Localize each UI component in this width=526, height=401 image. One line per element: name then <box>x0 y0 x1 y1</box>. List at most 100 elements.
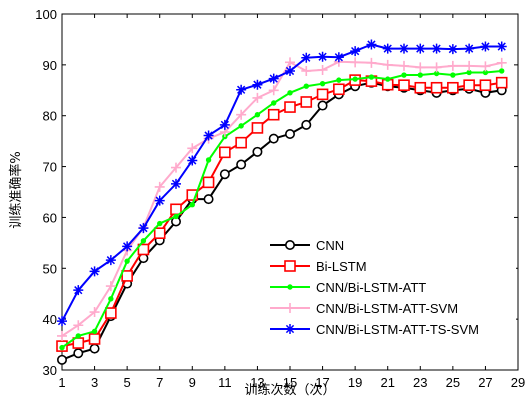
data-point <box>89 266 100 277</box>
x-tick-label: 13 <box>250 375 264 390</box>
data-point <box>105 307 117 319</box>
legend-label: Bi-LSTM <box>316 259 367 274</box>
data-point <box>385 76 391 82</box>
x-tick-label: 3 <box>91 375 98 390</box>
x-tick-label: 25 <box>446 375 460 390</box>
data-point <box>75 333 81 339</box>
data-point <box>415 43 426 54</box>
data-point <box>285 57 295 68</box>
data-point <box>57 330 67 341</box>
x-tick-label: 17 <box>315 375 329 390</box>
y-tick-label: 40 <box>43 312 57 327</box>
series-3 <box>57 56 507 341</box>
data-point <box>57 316 67 327</box>
data-point <box>236 84 247 95</box>
legend-item: CNN/Bi-LSTM-ATT-TS-SVM <box>270 322 479 337</box>
data-point <box>140 238 147 244</box>
data-point <box>450 72 456 78</box>
data-point <box>333 83 345 96</box>
legend-marker <box>285 303 295 313</box>
series-line <box>61 81 502 361</box>
data-point <box>173 213 179 220</box>
data-point <box>366 39 377 50</box>
data-point <box>464 43 475 54</box>
data-point <box>480 61 491 72</box>
data-point <box>447 81 459 94</box>
x-tick-label: 21 <box>380 375 394 390</box>
legend-item: CNN <box>270 238 344 253</box>
data-point <box>189 202 195 208</box>
data-point <box>251 122 264 134</box>
data-point <box>89 343 100 354</box>
series-line <box>61 79 502 348</box>
data-point <box>88 333 101 345</box>
y-tick-label: 90 <box>43 58 57 73</box>
data-point <box>350 46 361 57</box>
x-tick-label: 5 <box>124 375 131 390</box>
legend-marker <box>284 260 296 272</box>
data-point <box>495 76 508 89</box>
y-tick-label: 50 <box>43 261 57 276</box>
data-point <box>187 143 198 154</box>
data-point <box>287 90 293 96</box>
data-point <box>496 41 507 52</box>
legend-label: CNN/Bi-LSTM-ATT-SVM <box>316 301 458 316</box>
data-point <box>235 136 247 149</box>
data-point <box>317 51 328 62</box>
data-point <box>499 68 505 74</box>
data-point <box>105 281 116 292</box>
data-point <box>219 146 231 159</box>
data-point <box>252 146 263 157</box>
x-tick-label: 23 <box>413 375 427 390</box>
data-point <box>153 227 166 239</box>
data-point <box>137 243 150 256</box>
data-point <box>252 79 263 90</box>
data-point <box>154 181 165 192</box>
data-point <box>105 255 116 266</box>
data-point <box>124 258 130 264</box>
x-tick-label: 15 <box>283 375 297 390</box>
x-tick-label: 1 <box>58 375 65 390</box>
legend-box <box>262 233 516 365</box>
data-point <box>91 328 98 335</box>
data-point <box>73 348 84 359</box>
x-tick-label: 9 <box>189 375 196 390</box>
data-point <box>268 85 279 96</box>
data-point <box>401 72 407 78</box>
data-point <box>252 92 263 103</box>
data-point <box>466 69 472 76</box>
data-point <box>73 320 84 331</box>
data-point <box>431 43 442 54</box>
series-line <box>61 43 502 322</box>
x-tick-label: 11 <box>218 375 232 390</box>
data-point <box>171 178 181 189</box>
data-point <box>368 74 375 80</box>
data-point <box>122 241 133 252</box>
data-point <box>89 307 100 318</box>
legend-item: CNN/Bi-LSTM-ATT-SVM <box>270 301 458 316</box>
data-point <box>480 41 491 52</box>
data-point <box>319 80 326 87</box>
legend-marker <box>287 284 293 290</box>
data-point <box>267 108 280 121</box>
legend-item: CNN/Bi-LSTM-ATT <box>270 280 426 295</box>
data-point <box>479 79 492 91</box>
data-point <box>382 43 393 54</box>
data-point <box>352 76 358 82</box>
data-point <box>415 62 426 73</box>
x-tick-label: 27 <box>478 375 492 390</box>
x-tick-label: 19 <box>348 375 362 390</box>
data-point <box>414 81 427 94</box>
data-point <box>73 285 84 296</box>
data-point <box>284 101 296 113</box>
series-line <box>61 70 502 349</box>
data-point <box>317 64 328 75</box>
data-point <box>254 111 261 118</box>
data-point <box>447 60 458 71</box>
x-axis-title: 训练次数（次） <box>244 382 335 398</box>
data-point <box>203 130 214 141</box>
data-point <box>285 65 295 76</box>
data-point <box>56 354 67 365</box>
